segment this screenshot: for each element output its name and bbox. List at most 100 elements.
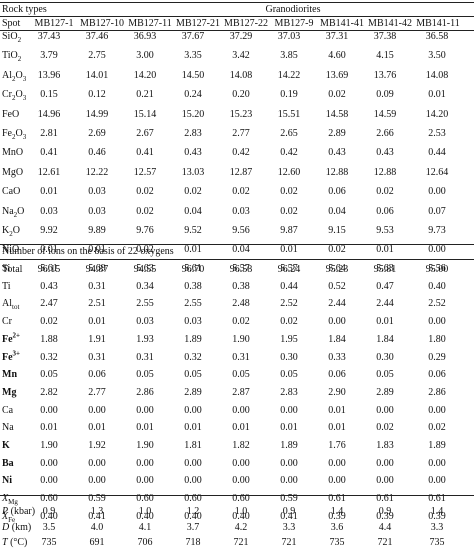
- value-text: 0.00: [280, 475, 298, 487]
- condition-value: 3.6: [313, 522, 361, 534]
- value-text: 3.85: [280, 50, 298, 62]
- ion-label: Fe3+: [2, 350, 20, 364]
- value-text: 0.05: [40, 369, 58, 381]
- value-text: 4.60: [328, 50, 346, 62]
- oxide-value: 0.24: [169, 89, 217, 101]
- value-text: 14.08: [425, 69, 449, 81]
- value-text: 2.83: [184, 128, 202, 139]
- oxide-value: 0.21: [121, 89, 169, 101]
- ion-value: 2.83: [265, 387, 313, 399]
- value-text: 0.06: [376, 205, 394, 217]
- ion-value: 1.90: [121, 440, 169, 452]
- condition-value: 0.9: [25, 506, 73, 518]
- header-rule: [0, 16, 474, 17]
- value-text: 2.53: [428, 128, 446, 139]
- value-text: 3.5: [42, 521, 56, 533]
- oxide-base: MnO: [2, 147, 24, 159]
- value-text: 9.15: [328, 225, 346, 236]
- oxide-value: 3.79: [25, 50, 73, 62]
- oxide-value: 0.02: [361, 186, 409, 198]
- ion-value: 1.80: [413, 334, 461, 346]
- value-text: 1.81: [184, 440, 202, 451]
- value-text: 0.00: [40, 457, 58, 469]
- value-text: 37.67: [181, 31, 205, 42]
- value-text: 0.00: [376, 475, 394, 487]
- oxide-value: 2.83: [169, 128, 217, 140]
- ion-value: 0.05: [25, 369, 73, 381]
- ion-value: 0.00: [121, 458, 169, 470]
- oxide-value: 2.89: [313, 128, 361, 140]
- oxide-value: 0.04: [313, 206, 361, 218]
- value-text: 0.02: [280, 186, 298, 198]
- condition-value: 4.4: [361, 522, 409, 534]
- oxide-base: Total: [2, 263, 23, 275]
- ion-value: 0.39: [313, 511, 361, 523]
- value-text: 1.90: [232, 333, 250, 345]
- value-text: 3.42: [232, 50, 250, 62]
- value-text: 2.55: [184, 298, 202, 310]
- value-text: 0.01: [136, 422, 154, 434]
- oxide-value: 13.03: [169, 167, 217, 179]
- value-text: 0.31: [232, 351, 250, 363]
- ion-value: 0.03: [169, 316, 217, 328]
- oxide-value: 9.89: [73, 225, 121, 237]
- oxide-label: NiO: [2, 244, 19, 256]
- value-text: 0.60: [232, 493, 250, 505]
- ion-value: 1.89: [265, 440, 313, 452]
- value-text: 4.15: [376, 50, 394, 62]
- oxide-value: 0.43: [313, 147, 361, 159]
- oxide-value: 2.81: [25, 128, 73, 140]
- ion-value: 0.01: [73, 422, 121, 434]
- value-text: 0.41: [136, 147, 154, 159]
- oxide-value: 12.61: [25, 167, 73, 179]
- value-text: 0.02: [328, 89, 346, 101]
- ion-value: 0.60: [217, 493, 265, 505]
- oxide-value: 0.12: [73, 89, 121, 101]
- value-text: 0.41: [88, 510, 106, 522]
- value-text: 0.00: [40, 475, 58, 487]
- value-text: 2.65: [280, 128, 298, 139]
- oxide-value: 4.15: [361, 50, 409, 62]
- value-text: 0.03: [184, 316, 202, 328]
- condition-value: 1.3: [73, 506, 121, 518]
- value-text: 0.00: [280, 457, 298, 469]
- spot-label: Spot: [2, 18, 20, 30]
- value-text: 13.69: [325, 69, 349, 81]
- oxide-value: 0.01: [169, 244, 217, 256]
- ion-value: 0.00: [265, 458, 313, 470]
- ion-value: 2.51: [73, 298, 121, 310]
- ion-value: 2.48: [217, 298, 265, 310]
- value-text: 2.86: [136, 386, 154, 398]
- value-text: 96.70: [181, 263, 205, 275]
- value-text: 0.60: [40, 493, 58, 505]
- oxide-value: 2.67: [121, 128, 169, 140]
- value-text: 0.06: [428, 369, 446, 381]
- ion-value: 0.00: [73, 475, 121, 487]
- ion-value: 0.00: [169, 405, 217, 417]
- oxide-value: 0.03: [73, 186, 121, 198]
- value-text: 15.14: [133, 108, 157, 120]
- oxide-subscript: 2: [13, 210, 18, 219]
- ion-label: Mn: [2, 369, 17, 381]
- value-text: 0.02: [232, 186, 250, 198]
- oxide-value: 0.42: [265, 147, 313, 159]
- value-text: 12.60: [277, 166, 301, 178]
- ion-value: 0.38: [169, 281, 217, 293]
- oxide-value: 0.01: [25, 244, 73, 256]
- oxide-tail: O: [15, 89, 23, 101]
- spot-header-text: MB141-41: [320, 18, 364, 29]
- ion-value: 0.60: [25, 493, 73, 505]
- value-text: 12.88: [325, 166, 349, 178]
- ion-value: 1.93: [121, 334, 169, 346]
- oxide-base: SiO: [2, 31, 18, 42]
- value-text: 0.00: [328, 475, 346, 487]
- value-text: 0.00: [88, 475, 106, 487]
- oxide-value: 0.04: [169, 206, 217, 218]
- condition-label: P (kbar): [2, 506, 35, 518]
- value-text: 0.46: [88, 147, 106, 159]
- ions-section-text: Number of ions on the basis of 22 oxygen…: [2, 246, 174, 257]
- oxide-value: 0.03: [73, 206, 121, 218]
- ion-value: 0.00: [169, 458, 217, 470]
- oxide-label: MgO: [2, 167, 23, 179]
- value-text: 0.40: [428, 280, 446, 292]
